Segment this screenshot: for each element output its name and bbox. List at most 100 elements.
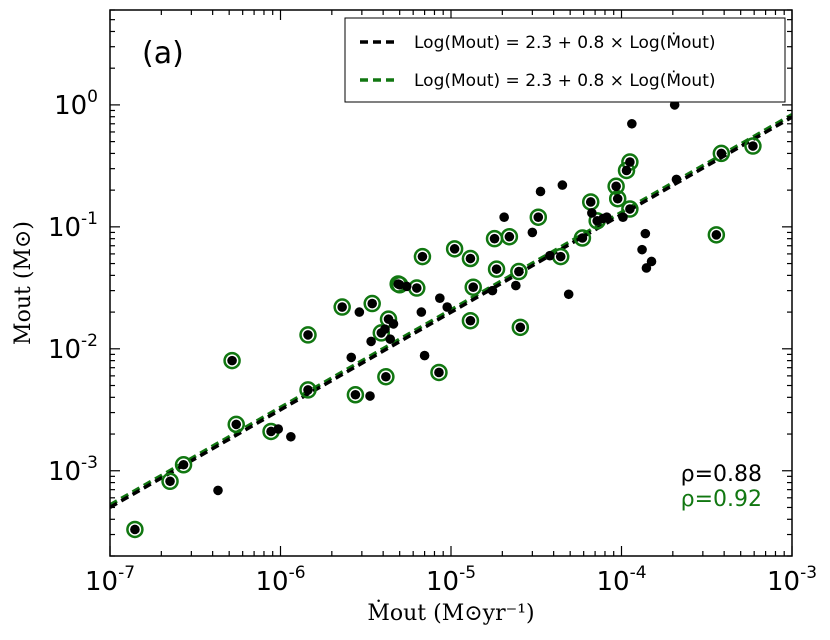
green-point (333, 298, 351, 316)
black-point (637, 244, 647, 255)
black-point (646, 256, 657, 267)
black-point (401, 281, 412, 292)
green-point (608, 189, 627, 208)
green-point (529, 208, 548, 226)
black-point (748, 141, 758, 151)
black-point (625, 157, 635, 167)
black-point (621, 165, 632, 176)
black-point (365, 391, 375, 401)
green-point (744, 137, 762, 155)
black-point (380, 324, 390, 334)
black-point (671, 174, 682, 185)
black-point (350, 389, 361, 400)
black-point (213, 485, 223, 496)
black-point (367, 298, 377, 309)
black-point (504, 231, 515, 242)
green-point (299, 326, 317, 344)
y-tick-label: 10-1 (48, 209, 98, 243)
black-point (130, 524, 140, 535)
green-point (174, 456, 193, 474)
black-point (178, 459, 189, 470)
black-point (303, 385, 313, 395)
black-point (499, 212, 509, 222)
green-point (500, 227, 519, 246)
black-point (286, 431, 296, 442)
black-point (388, 319, 399, 329)
data-points (126, 100, 762, 539)
green-point (377, 368, 395, 386)
black-point (527, 227, 538, 238)
legend-entry-black: Log(Mout) = 2.3 + 0.8 × Log(Ṁout) (414, 32, 716, 53)
green-point (712, 144, 731, 163)
green-point (126, 520, 144, 539)
y-tick-label: 10-2 (48, 331, 98, 365)
green-point (461, 311, 480, 330)
black-point (627, 118, 637, 129)
green-point (707, 226, 726, 244)
black-point (434, 367, 444, 378)
black-point (535, 186, 546, 197)
black-point (563, 289, 574, 300)
black-point (227, 355, 237, 366)
green-point (487, 260, 506, 278)
black-point (419, 350, 430, 361)
green-point (573, 229, 592, 247)
x-tick-label: 10-3 (767, 563, 817, 597)
black-point (625, 204, 635, 214)
axis-ticks (109, 9, 793, 557)
black-point (231, 419, 242, 430)
black-point (273, 424, 284, 434)
green-point (607, 177, 625, 196)
x-tick-label: 10-7 (85, 563, 135, 597)
green-point (299, 381, 317, 399)
black-point (618, 212, 628, 222)
green-point (511, 318, 530, 337)
green-point (372, 324, 391, 342)
black-point (533, 212, 544, 222)
black-point (385, 334, 396, 344)
black-point (577, 233, 588, 243)
black-point (165, 476, 175, 487)
black-point (545, 250, 555, 261)
black-point (640, 228, 651, 239)
black-point (515, 322, 526, 333)
green-point (161, 472, 179, 491)
fit-line-black (110, 115, 792, 509)
green-point (510, 262, 528, 281)
black-point (585, 197, 596, 207)
legend: Log(Mout) = 2.3 + 0.8 × Log(Ṁout) Log(Mo… (344, 17, 786, 103)
y-tick-label: 10-3 (48, 453, 98, 487)
y-axis-label: Mout (M⊙) (11, 221, 36, 345)
green-point (223, 351, 241, 370)
rho-black: ρ=0.88 (681, 462, 762, 487)
black-point (511, 280, 521, 291)
x-tick-label: 10-4 (596, 563, 646, 597)
black-point (489, 233, 500, 244)
black-point (417, 251, 428, 262)
green-point (430, 363, 448, 382)
black-point (711, 230, 722, 240)
black-point (442, 302, 453, 312)
black-point (416, 307, 427, 317)
x-axis-label: Ṁout (M⊙yr⁻¹) (367, 599, 534, 626)
black-point (381, 371, 391, 382)
green-point (461, 249, 480, 268)
black-point (366, 336, 376, 347)
green-point (227, 415, 245, 434)
legend-entry-green: Log(Mout) = 2.3 + 0.8 × Log(Ṁout) (414, 70, 716, 91)
black-point (449, 244, 460, 254)
x-tick-label: 10-5 (426, 563, 476, 597)
axis-tick-labels: 10-7 10-6 10-5 10-4 10-3 10-3 10-2 10-1 100 (48, 87, 817, 597)
black-point (557, 180, 568, 190)
black-point (337, 302, 347, 312)
x-tick-label: 10-6 (255, 563, 305, 597)
black-point (514, 266, 524, 277)
black-point (468, 282, 479, 293)
rho-green: ρ=0.92 (681, 487, 762, 512)
green-point (621, 200, 639, 218)
black-point (266, 426, 276, 437)
black-point (465, 253, 476, 264)
black-point (303, 330, 313, 340)
black-point (555, 251, 566, 262)
